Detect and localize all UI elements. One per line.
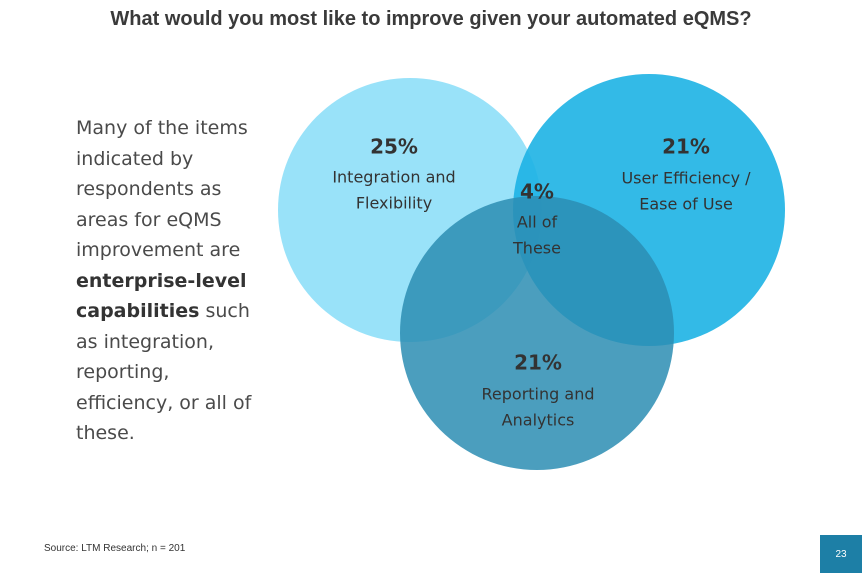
set-label: Ease of Use <box>639 195 733 214</box>
intersection-label: These <box>512 239 561 258</box>
set-value: 21% <box>514 351 562 375</box>
page-number: 23 <box>820 535 862 573</box>
source: Source: LTM Research; n = 201 <box>44 543 186 554</box>
text: Many of the items indicated by responden… <box>76 117 248 261</box>
paragraph: Many of the items indicated by responden… <box>76 113 266 449</box>
set-value: 25% <box>370 135 418 159</box>
set-label: Flexibility <box>356 194 432 213</box>
set-label: Reporting and <box>482 385 595 404</box>
bold-text: enterprise-level capabilities <box>76 269 247 323</box>
intersection-label: All of <box>517 213 558 232</box>
set-label: User Efficiency / <box>621 169 751 188</box>
circle-reporting <box>400 196 674 470</box>
set-label: Integration and <box>332 168 455 187</box>
set-label: Analytics <box>502 411 575 430</box>
set-value: 21% <box>662 135 710 159</box>
intersection-value: 4% <box>520 180 554 204</box>
title: What would you most like to improve give… <box>110 8 752 30</box>
text: such as integration, reporting, efficien… <box>76 300 252 444</box>
